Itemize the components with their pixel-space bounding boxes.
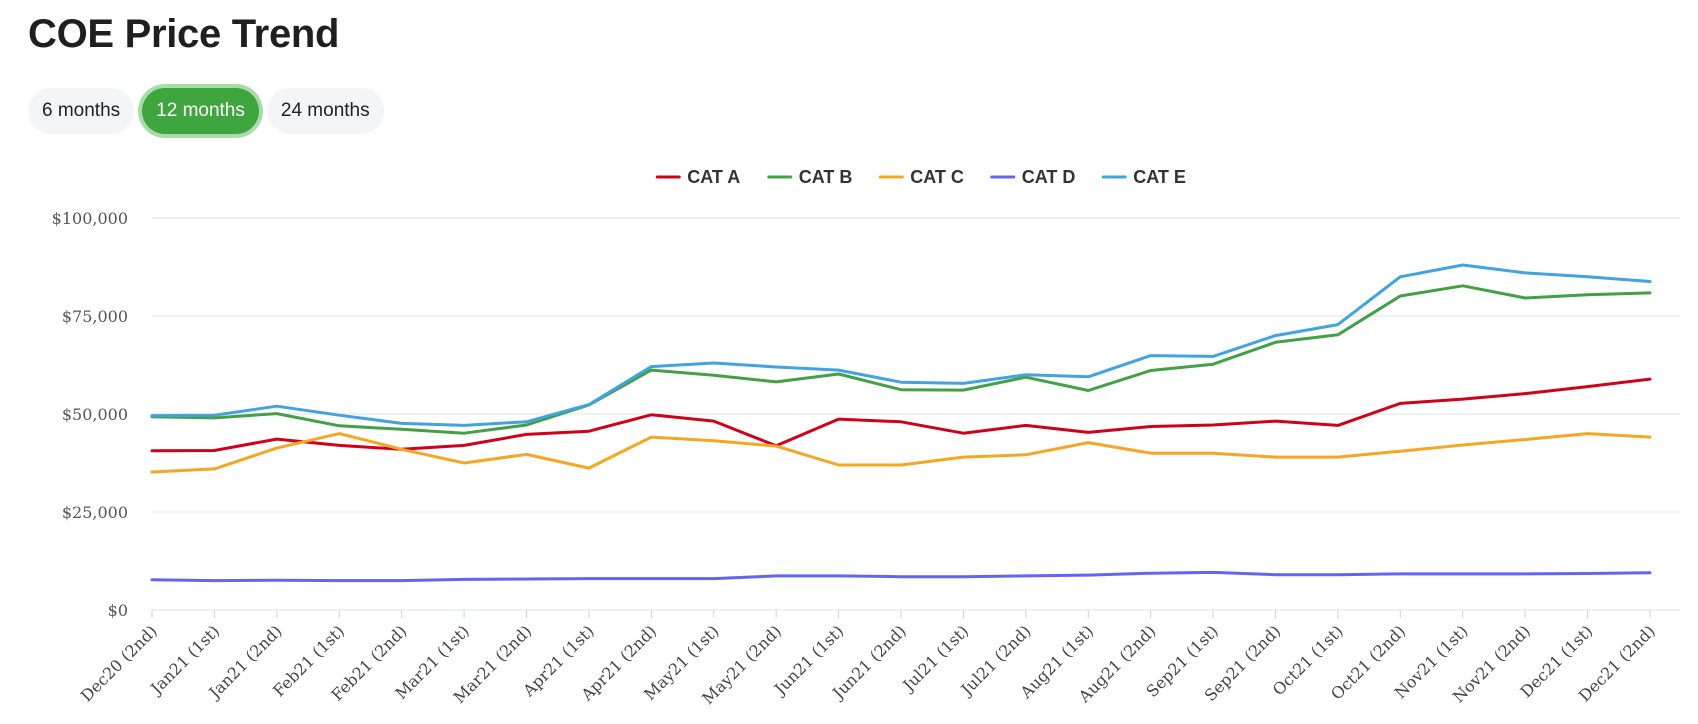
y-tick-label: $25,000 bbox=[62, 503, 128, 522]
y-axis: $0 $25,000 $50,000 $75,000 $100,000 bbox=[52, 209, 128, 620]
legend-label: CAT D bbox=[1022, 167, 1076, 187]
range-24-months-button[interactable]: 24 months bbox=[266, 88, 384, 134]
grid-lines bbox=[152, 217, 1680, 611]
y-tick-label: $100,000 bbox=[52, 209, 128, 228]
y-tick-label: $50,000 bbox=[62, 405, 128, 424]
y-tick-label: $0 bbox=[108, 601, 128, 620]
legend-label: CAT C bbox=[910, 167, 964, 187]
series-line-cat-c[interactable] bbox=[150, 432, 1652, 474]
page-title: COE Price Trend bbox=[28, 12, 340, 56]
series-line-cat-d[interactable] bbox=[150, 570, 1652, 583]
x-axis: Dec20 (2nd)Jan21 (1st)Jan21 (2nd)Feb21 (… bbox=[77, 610, 1659, 708]
series-line-cat-b[interactable] bbox=[150, 284, 1652, 435]
legend-item-cat-b[interactable]: CAT B bbox=[767, 167, 853, 187]
range-12-months-button[interactable]: 12 months bbox=[142, 88, 259, 134]
series-line-cat-e[interactable] bbox=[150, 263, 1652, 427]
legend-item-cat-e[interactable]: CAT E bbox=[1101, 167, 1186, 187]
legend: CAT A CAT B CAT C CAT D CAT E bbox=[655, 167, 1186, 187]
legend-label: CAT E bbox=[1133, 167, 1186, 187]
series-lines bbox=[150, 263, 1652, 583]
range-6-months-button[interactable]: 6 months bbox=[28, 88, 135, 134]
legend-item-cat-d[interactable]: CAT D bbox=[990, 167, 1076, 187]
legend-item-cat-a[interactable]: CAT A bbox=[655, 167, 740, 187]
legend-label: CAT A bbox=[687, 167, 740, 187]
time-range-selector: 6 months 12 months 24 months bbox=[28, 88, 384, 134]
y-tick-label: $75,000 bbox=[62, 307, 128, 326]
legend-item-cat-c[interactable]: CAT C bbox=[878, 167, 964, 187]
x-tick-label: Dec20 (2nd) bbox=[77, 621, 161, 705]
legend-label: CAT B bbox=[799, 167, 853, 187]
